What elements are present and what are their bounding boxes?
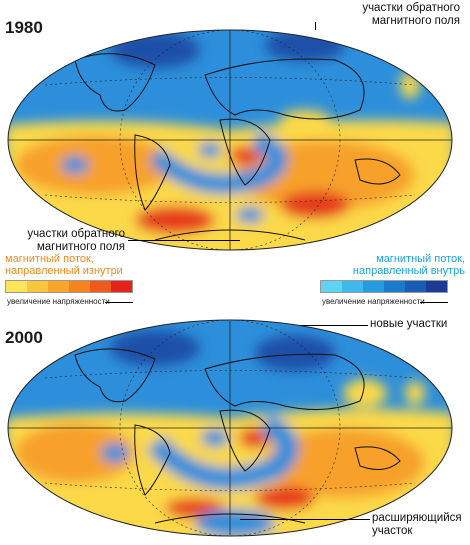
- legend-warm-swatch-3: [48, 281, 69, 292]
- legend-warm-swatch-2: [27, 281, 48, 292]
- legend-cool-swatch-6: [426, 281, 447, 292]
- legend-warm-title: магнитный поток, направленный изнутри: [5, 253, 123, 277]
- map-1980: [7, 29, 453, 251]
- legend-cool-title: магнитный поток, направленный внутрь: [352, 253, 465, 277]
- legend-cool-swatch-2: [342, 281, 363, 292]
- pointer-new-areas: [290, 325, 368, 326]
- label-reverse-field-top: участки обратного магнитного поля: [362, 2, 460, 27]
- legend-warm-scale: [5, 280, 133, 293]
- pointer-reverse-field-bottom: [128, 240, 240, 241]
- legend-warm-swatch-4: [69, 281, 90, 292]
- legend-warm-swatch-6: [111, 281, 132, 292]
- legend-warm-swatch-1: [6, 281, 27, 292]
- pointer-expanding-area: [240, 519, 370, 520]
- legend-cool-scale: [320, 280, 448, 293]
- legend-warm-arrow: [105, 302, 133, 303]
- legend-cool-arrow: [420, 302, 448, 303]
- legend-cool-swatch-4: [384, 281, 405, 292]
- legend-cool-swatch-1: [321, 281, 342, 292]
- pointer-reverse-field-top: [315, 22, 316, 30]
- legend-cool-caption: увеличение напряженности: [322, 297, 425, 306]
- map-2000: [7, 319, 453, 537]
- legend-cool-swatch-3: [363, 281, 384, 292]
- label-reverse-field-bottom: участки обратного магнитного поля: [27, 228, 125, 253]
- legend-warm-caption: увеличение напряженности: [7, 297, 110, 306]
- legend-cool-swatch-5: [405, 281, 426, 292]
- label-new-areas: новые участки: [370, 318, 448, 330]
- legend-warm-swatch-5: [90, 281, 111, 292]
- label-expanding-area: расширяющийся участок: [372, 512, 462, 537]
- year-1980: 1980: [5, 18, 43, 37]
- year-2000: 2000: [5, 328, 43, 347]
